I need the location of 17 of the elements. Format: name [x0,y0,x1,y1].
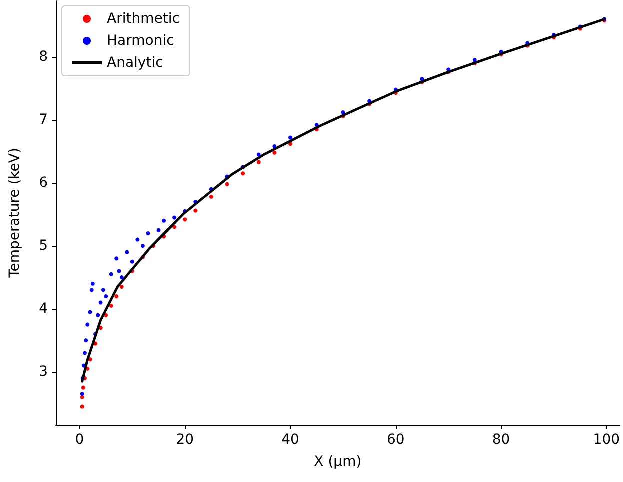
x-axis-title: X (μm) [314,454,362,470]
legend-label: Analytic [107,55,164,71]
x-tick-label: 40 [282,432,300,448]
y-axis-title: Temperature (keV) [7,148,23,279]
y-tick-label: 4 [39,301,48,318]
legend-label: Arithmetic [107,11,180,27]
y-tick-label: 5 [39,238,48,254]
x-tick-label: 0 [75,432,84,448]
y-tick-label: 6 [39,175,48,192]
x-tick-label: 20 [176,432,194,448]
legend-label: Harmonic [107,33,174,49]
x-tick-label: 80 [492,432,510,448]
x-tick-label: 60 [386,432,405,448]
y-tick-label: 7 [39,112,48,128]
y-tick-label: 8 [39,49,48,66]
x-tick-label: 100 [593,432,620,448]
y-tick-label: 3 [39,364,48,380]
